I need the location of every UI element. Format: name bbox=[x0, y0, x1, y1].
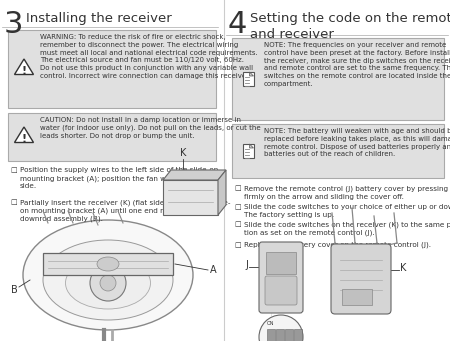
Text: 3: 3 bbox=[4, 10, 23, 39]
Polygon shape bbox=[218, 170, 226, 215]
FancyBboxPatch shape bbox=[163, 180, 218, 215]
Text: A: A bbox=[210, 265, 216, 275]
Polygon shape bbox=[249, 72, 253, 76]
FancyBboxPatch shape bbox=[266, 328, 274, 341]
FancyBboxPatch shape bbox=[342, 289, 372, 305]
FancyBboxPatch shape bbox=[265, 276, 297, 305]
Circle shape bbox=[100, 275, 116, 291]
Text: K: K bbox=[180, 148, 186, 158]
FancyBboxPatch shape bbox=[266, 252, 296, 274]
Circle shape bbox=[259, 315, 303, 341]
Text: 4: 4 bbox=[228, 10, 248, 39]
Text: □: □ bbox=[10, 199, 17, 205]
Text: !: ! bbox=[22, 134, 27, 144]
FancyBboxPatch shape bbox=[243, 144, 253, 158]
Text: B: B bbox=[11, 285, 18, 295]
FancyBboxPatch shape bbox=[284, 328, 292, 341]
Text: Slide the code switches on the receiver (K) to the same posi-
tion as set on the: Slide the code switches on the receiver … bbox=[244, 221, 450, 236]
FancyBboxPatch shape bbox=[8, 30, 216, 108]
FancyBboxPatch shape bbox=[293, 328, 302, 341]
Text: □: □ bbox=[10, 167, 17, 173]
FancyBboxPatch shape bbox=[8, 113, 216, 161]
Text: ON: ON bbox=[267, 321, 274, 326]
Text: Setting the code on the remote control
and receiver: Setting the code on the remote control a… bbox=[250, 12, 450, 41]
Ellipse shape bbox=[23, 220, 193, 330]
Text: □: □ bbox=[234, 185, 241, 191]
Text: Slide the code switches to your choice of either up or down.
The factory setting: Slide the code switches to your choice o… bbox=[244, 204, 450, 218]
Text: NOTE: The battery will weaken with age and should be
replaced before leaking tak: NOTE: The battery will weaken with age a… bbox=[264, 128, 450, 157]
Text: □: □ bbox=[234, 221, 241, 227]
Ellipse shape bbox=[66, 257, 150, 309]
FancyBboxPatch shape bbox=[232, 38, 444, 120]
Text: J: J bbox=[245, 260, 248, 270]
Text: □: □ bbox=[234, 204, 241, 210]
FancyBboxPatch shape bbox=[232, 124, 444, 178]
Polygon shape bbox=[14, 127, 33, 143]
Text: Remove the remote control (J) battery cover by pressing
firmly on the arrow and : Remove the remote control (J) battery co… bbox=[244, 185, 448, 199]
Polygon shape bbox=[163, 170, 226, 180]
Text: WARNING: To reduce the risk of fire or electric shock,
remember to disconnect th: WARNING: To reduce the risk of fire or e… bbox=[40, 34, 258, 79]
Text: !: ! bbox=[22, 66, 27, 76]
FancyBboxPatch shape bbox=[275, 328, 284, 341]
Polygon shape bbox=[249, 144, 253, 148]
Text: Partially insert the receiver (K) (flat side up) into the slide-
on mounting bra: Partially insert the receiver (K) (flat … bbox=[20, 199, 230, 222]
Circle shape bbox=[90, 265, 126, 301]
Text: Replace the battery cover on the remote control (J).: Replace the battery cover on the remote … bbox=[244, 242, 431, 249]
Text: □: □ bbox=[234, 242, 241, 248]
Text: NOTE: The frequencies on your receiver and remote
control have been preset at th: NOTE: The frequencies on your receiver a… bbox=[264, 42, 450, 87]
Text: CAUTION: Do not install in a damp location or immerse in
water (for indoor use o: CAUTION: Do not install in a damp locati… bbox=[40, 117, 261, 139]
FancyBboxPatch shape bbox=[243, 72, 253, 86]
FancyBboxPatch shape bbox=[259, 242, 303, 313]
Text: K: K bbox=[400, 263, 406, 273]
FancyBboxPatch shape bbox=[43, 253, 173, 275]
Ellipse shape bbox=[43, 240, 173, 320]
Text: Installing the receiver: Installing the receiver bbox=[26, 12, 172, 25]
Polygon shape bbox=[14, 59, 33, 74]
Ellipse shape bbox=[97, 257, 119, 271]
Text: Position the supply wires to the left side of the slide-on
mounting bracket (A);: Position the supply wires to the left si… bbox=[20, 167, 222, 190]
FancyBboxPatch shape bbox=[331, 244, 391, 314]
